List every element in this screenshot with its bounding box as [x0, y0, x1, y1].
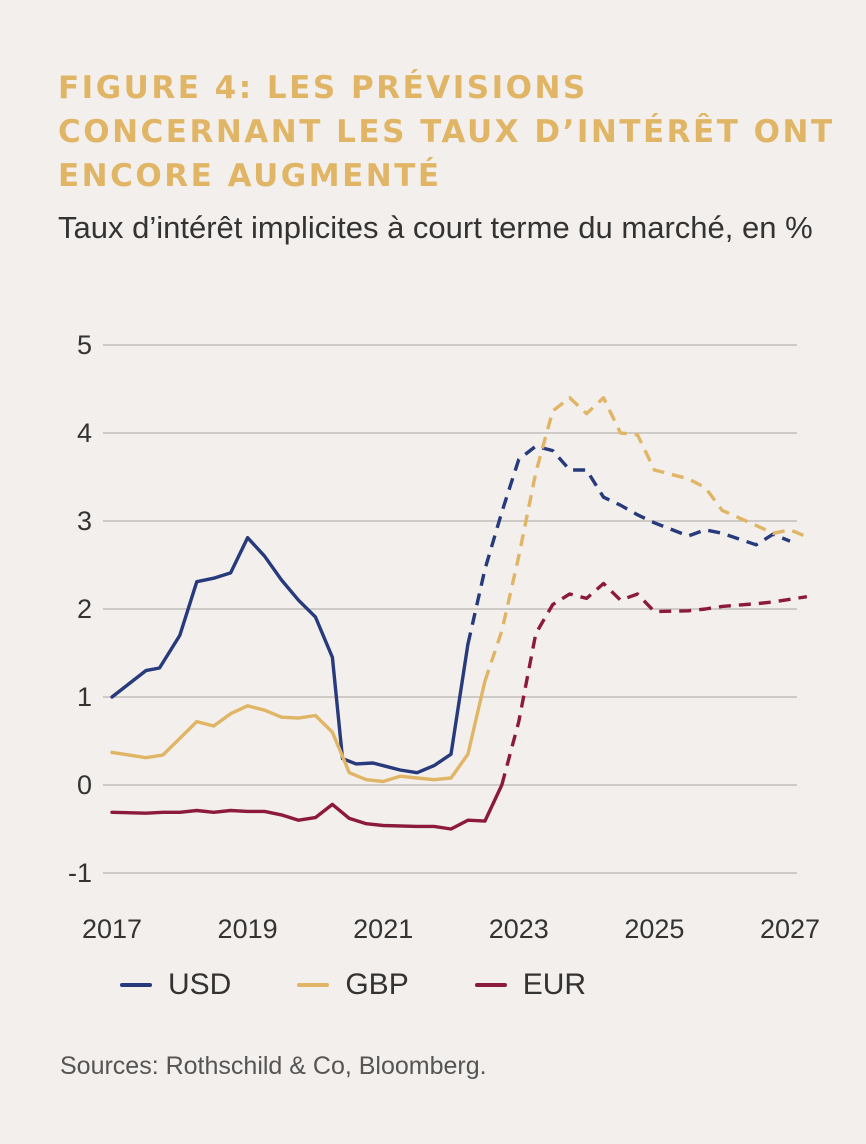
series-line-eur-actual: [110, 783, 504, 831]
legend-label-eur: EUR: [522, 968, 587, 1001]
series-line-gbp-actual: [110, 679, 487, 784]
line-chart: 5 4 3 2 1 0 -1 2017 2019 2021 2023 2025 2027: [68, 330, 820, 944]
legend-item-eur: EUR: [474, 968, 587, 1002]
series-lines: [110, 396, 808, 831]
x-tick-label: 2027: [760, 914, 820, 944]
chart-title: FIGURE 4: LES PRÉVISIONS CONCERNANT LES …: [58, 70, 835, 194]
series-line-usd-actual: [110, 536, 470, 775]
y-tick-label: 2: [77, 594, 92, 624]
series-line-gbp-forecast: [483, 396, 808, 682]
series-line-eur-forecast: [500, 581, 808, 786]
series-line-usd-forecast: [466, 444, 791, 645]
x-tick-label: 2021: [353, 914, 413, 944]
source-note: Sources: Rothschild & Co, Bloomberg.: [60, 1052, 487, 1080]
legend-item-gbp: GBP: [297, 968, 409, 1002]
legend-label-usd: USD: [168, 968, 232, 1001]
y-tick-label: 4: [77, 418, 92, 448]
gridlines: [103, 344, 797, 874]
x-tick-label: 2019: [218, 914, 278, 944]
y-tick-label: -1: [68, 858, 92, 888]
legend-swatch-usd: [120, 983, 152, 987]
legend-item-usd: USD: [120, 968, 231, 1002]
x-tick-label: 2023: [489, 914, 549, 944]
legend-swatch-gbp: [297, 983, 330, 987]
chart-subtitle: Taux d’intérêt implicites à court terme …: [58, 210, 813, 245]
legend-label-gbp: GBP: [345, 968, 409, 1001]
tick-labels: 5 4 3 2 1 0 -1 2017 2019 2021 2023 2025 2027: [68, 330, 820, 944]
legend: USD GBP EUR: [120, 960, 652, 1010]
y-tick-label: 1: [77, 682, 92, 712]
y-tick-label: 3: [77, 506, 92, 536]
y-tick-label: 0: [77, 770, 92, 800]
y-tick-label: 5: [77, 330, 92, 360]
legend-swatch-eur: [474, 983, 507, 987]
x-tick-label: 2025: [624, 914, 684, 944]
x-tick-label: 2017: [82, 914, 142, 944]
